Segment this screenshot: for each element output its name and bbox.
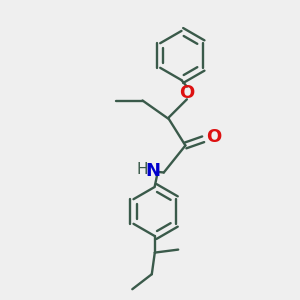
Text: H: H (136, 162, 148, 177)
Text: N: N (145, 162, 160, 180)
Text: O: O (206, 128, 221, 146)
Text: O: O (179, 84, 194, 102)
